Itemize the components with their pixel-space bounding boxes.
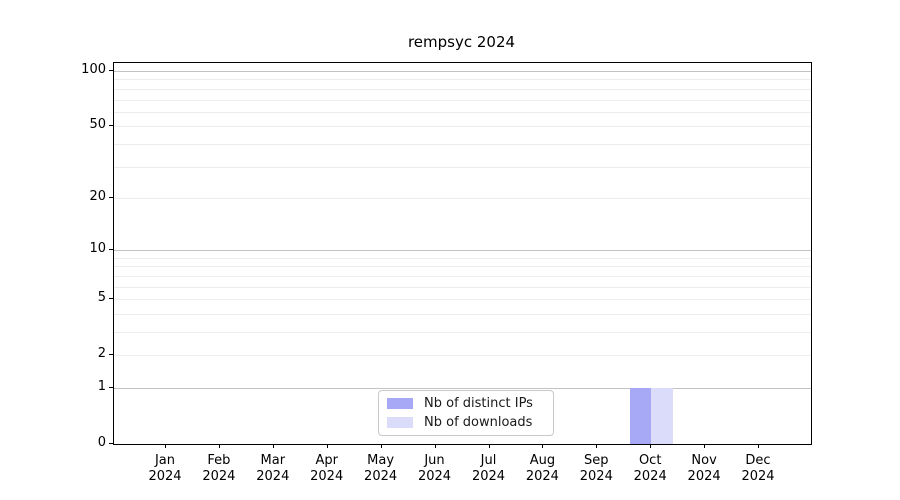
gridline-minor-y-70 — [114, 99, 811, 101]
x-tick-label-jan: Jan 2024 — [148, 453, 182, 484]
legend-item-downloads: Nb of downloads — [387, 415, 545, 430]
y-tick-label-100: 100 — [81, 62, 106, 77]
legend-swatch-distinct-ips — [387, 398, 413, 410]
gridline-minor-y-80 — [114, 88, 811, 90]
x-tick-label-sep: Sep 2024 — [579, 453, 613, 484]
gridline-minor-y-90 — [114, 79, 811, 81]
gridline-minor-y-20 — [114, 197, 811, 199]
legend-swatch-downloads — [387, 416, 413, 428]
legend: Nb of distinct IPs Nb of downloads — [378, 390, 554, 436]
x-tick-label-aug: Aug 2024 — [525, 453, 559, 484]
gridline-minor-y-2 — [114, 355, 811, 357]
legend-label-downloads: Nb of downloads — [424, 414, 533, 430]
gridline-minor-y-30 — [114, 166, 811, 168]
x-tick-label-dec: Dec 2024 — [741, 453, 775, 484]
gridline-minor-y-6 — [114, 286, 811, 288]
x-tick-label-jun: Jun 2024 — [417, 453, 452, 484]
y-tick-label-2: 2 — [97, 346, 106, 362]
gridline-minor-y-5 — [114, 299, 811, 301]
gridline-major-y-100 — [114, 71, 811, 72]
x-tick-label-apr: Apr 2024 — [310, 453, 344, 484]
y-tick-label-1: 1 — [97, 379, 106, 394]
gridline-minor-y-4 — [114, 313, 811, 315]
x-tick-label-may: May 2024 — [364, 453, 398, 484]
y-tick-label-5: 5 — [97, 290, 106, 306]
x-tick-label-oct: Oct 2024 — [633, 453, 667, 484]
x-tick-label-nov: Nov 2024 — [687, 453, 721, 484]
x-tick-label-mar: Mar 2024 — [256, 453, 290, 484]
gridline-minor-y-60 — [114, 111, 811, 113]
y-tick-label-50: 50 — [89, 117, 106, 133]
gridline-minor-y-8 — [114, 266, 811, 268]
gridline-major-y-10 — [114, 250, 811, 252]
gridline-minor-y-40 — [114, 143, 811, 145]
gridline-minor-y-7 — [114, 275, 811, 277]
chart-title: rempsyc 2024 — [407, 33, 516, 51]
bar-downloads-oct — [651, 388, 673, 444]
plot-area — [113, 62, 812, 445]
y-tick-label-10: 10 — [89, 241, 106, 257]
gridline-minor-y-50 — [114, 126, 811, 128]
legend-item-distinct-ips: Nb of distinct IPs — [387, 396, 545, 411]
gridline-major-y-1 — [114, 388, 811, 389]
y-tick-label-0: 0 — [97, 435, 106, 450]
gridline-minor-y-9 — [114, 257, 811, 259]
y-tick-label-20: 20 — [89, 188, 106, 204]
x-tick-label-feb: Feb 2024 — [202, 453, 236, 484]
x-tick-label-jul: Jul 2024 — [471, 453, 506, 484]
bar-distinct-ips-oct — [629, 388, 652, 444]
legend-label-distinct-ips: Nb of distinct IPs — [424, 396, 533, 412]
gridline-minor-y-3 — [114, 332, 811, 333]
